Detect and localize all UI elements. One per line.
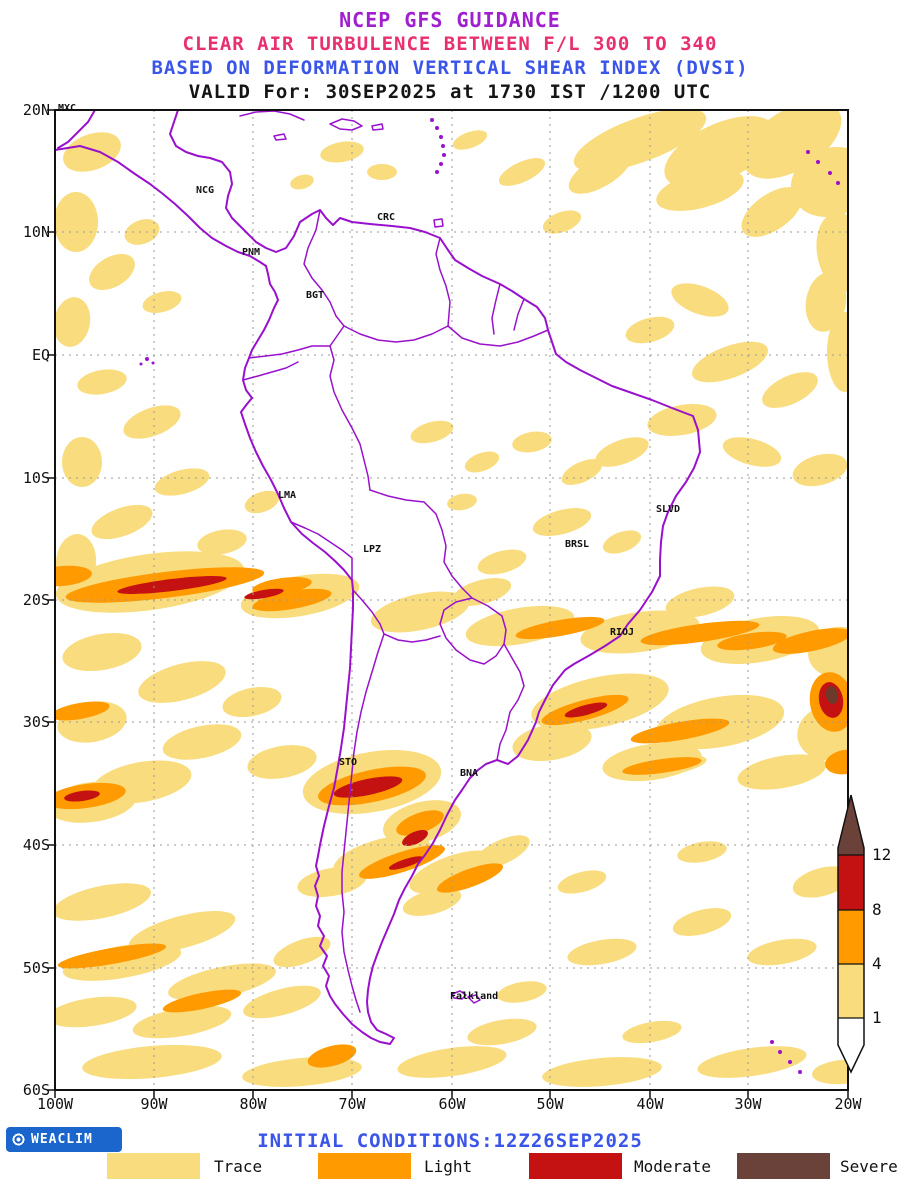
city-label-mxc: MXC <box>58 103 77 114</box>
map-frame <box>47 109 849 1098</box>
title-model: NCEP GFS GUIDANCE <box>339 8 561 32</box>
city-label-slvd: SLVD <box>656 504 681 515</box>
turbulence-severe-layer <box>825 686 839 704</box>
lon-tick-40w: 40W <box>636 1095 664 1113</box>
lat-tick-eq: EQ <box>31 346 50 364</box>
colorbar-tick-12: 12 <box>872 845 892 864</box>
turbulence-moderate-layer <box>64 576 844 870</box>
lon-tick-30w: 30W <box>734 1095 762 1113</box>
coastline-layer <box>55 110 840 1074</box>
city-label-falkland: Falkland <box>450 991 499 1002</box>
lat-tick-60s: 60S <box>22 1081 50 1099</box>
legend-swatch-moderate <box>529 1153 622 1179</box>
lon-tick-50w: 50W <box>536 1095 564 1113</box>
colorbar-tick-8: 8 <box>872 900 882 919</box>
city-label-ncg: NCG <box>196 185 215 196</box>
title-valid-time: VALID For: 30SEP2025 at 1730 IST /1200 U… <box>188 81 712 103</box>
lat-tick-10s: 10S <box>22 469 50 487</box>
lat-tick-40s: 40S <box>22 836 50 854</box>
legend-label-light: Light <box>424 1157 473 1176</box>
lon-tick-100w: 100W <box>36 1095 74 1113</box>
city-label-crc: CRC <box>377 212 396 223</box>
legend-swatch-trace <box>107 1153 200 1179</box>
city-label-bna: BNA <box>460 768 479 779</box>
colorbar-tick-1: 1 <box>872 1008 882 1027</box>
lon-tick-90w: 90W <box>140 1095 168 1113</box>
city-label-lpz: LPZ <box>363 544 382 555</box>
lat-tick-20n: 20N <box>22 101 50 119</box>
title-product: CLEAR AIR TURBULENCE BETWEEN F/L 300 TO … <box>182 33 718 55</box>
colorbar-graphic <box>837 794 865 1074</box>
lat-tick-10n: 10N <box>22 223 50 241</box>
lon-tick-60w: 60W <box>438 1095 466 1113</box>
colorbar-tick-4: 4 <box>872 954 882 973</box>
legend-label-severe: Severe <box>840 1157 898 1176</box>
city-label-rioj: RIOJ <box>610 627 635 638</box>
city-label-lma: LMA <box>278 490 297 501</box>
city-label-bgt: BGT <box>306 290 325 301</box>
lon-tick-80w: 80W <box>239 1095 267 1113</box>
weaclim-logo-icon <box>11 1132 26 1147</box>
legend-swatch-severe <box>737 1153 830 1179</box>
weaclim-logo-text: WEACLIM <box>31 1132 93 1147</box>
lat-tick-30s: 30S <box>22 713 50 731</box>
city-label-pnm: PNM <box>242 247 261 258</box>
lon-tick-70w: 70W <box>338 1095 366 1113</box>
legend-swatch-light <box>318 1153 411 1179</box>
lon-tick-20w: 20W <box>834 1095 862 1113</box>
title-method: BASED ON DEFORMATION VERTICAL SHEAR INDE… <box>151 57 749 79</box>
initial-conditions-text: INITIAL CONDITIONS:12Z26SEP2025 <box>257 1130 643 1152</box>
legend-label-trace: Trace <box>214 1157 263 1176</box>
weaclim-logo: WEACLIM <box>6 1127 122 1152</box>
lat-tick-50s: 50S <box>22 959 50 977</box>
legend-label-moderate: Moderate <box>634 1157 712 1176</box>
lat-tick-20s: 20S <box>22 591 50 609</box>
city-label-brsl: BRSL <box>565 539 590 550</box>
city-label-sto: STO <box>339 757 358 768</box>
